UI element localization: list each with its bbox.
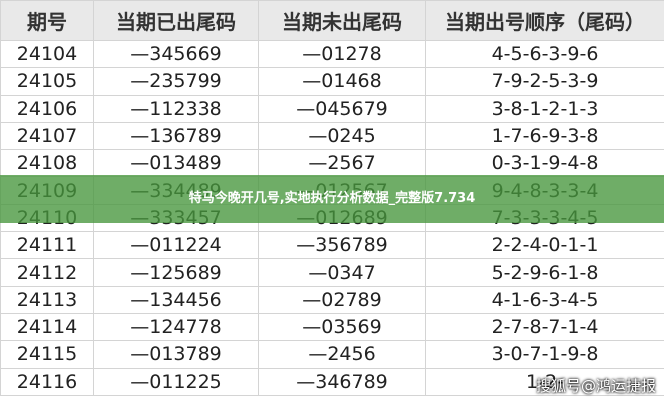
table-cell: —136789	[93, 121, 259, 151]
table-cell: 2-7-8-7-1-4	[425, 312, 664, 342]
table-cell: —02789	[258, 285, 426, 314]
table-cell: 5-2-9-6-1-8	[425, 258, 664, 287]
table-row: 24107 —136789 —0245 1-7-6-9-3-8	[0, 121, 664, 151]
table-row: 24116 —011225 —346789 1-2-	[0, 367, 664, 396]
table-cell: 24114	[0, 312, 94, 342]
table-cell: —0347	[258, 258, 426, 287]
table-cell: —0245	[258, 121, 426, 151]
table-cell: 24105	[0, 67, 94, 96]
table-cell: 24113	[0, 285, 94, 314]
table-cell: —124778	[93, 312, 259, 342]
table-row: 24114 —124778 —03569 2-7-8-7-1-4	[0, 312, 664, 342]
table-row: 24112 —125689 —0347 5-2-9-6-1-8	[0, 258, 664, 287]
table-cell: —011224	[93, 231, 259, 260]
table-cell: —2456	[258, 340, 426, 369]
table-cell: 4-5-6-3-9-6	[425, 39, 664, 69]
table-cell: 4-1-6-3-4-5	[425, 285, 664, 314]
table-row: 24105 —235799 —01468 7-9-2-5-3-9	[0, 67, 664, 96]
header-row: 期号 当期已出尾码 当期未出尾码 当期出号顺序（尾码）	[0, 0, 664, 41]
header-cell: 当期出号顺序（尾码）	[425, 0, 664, 41]
table-row: 24113 —134456 —02789 4-1-6-3-4-5	[0, 285, 664, 314]
table-cell: 1-7-6-9-3-8	[425, 121, 664, 151]
table-cell: 3-0-7-1-9-8	[425, 340, 664, 369]
header-cell: 当期已出尾码	[93, 0, 259, 41]
table-cell: —03569	[258, 312, 426, 342]
table-cell: 3-8-1-2-1-3	[425, 94, 664, 123]
banner: 特马今晚开几号,实地执行分析数据_完整版7.734	[0, 175, 664, 223]
table-cell: 1-2-	[425, 367, 664, 396]
header-cell: 期号	[0, 0, 94, 41]
header-cell: 当期未出尾码	[258, 0, 426, 41]
table-cell: —013789	[93, 340, 259, 369]
table-cell: 24112	[0, 258, 94, 287]
table-row: 24104 —345669 —01278 4-5-6-3-9-6	[0, 39, 664, 69]
table-cell: —125689	[93, 258, 259, 287]
table-cell: 24116	[0, 367, 94, 396]
table-cell: —356789	[258, 231, 426, 260]
table-cell: 24107	[0, 121, 94, 151]
table-cell: 24104	[0, 39, 94, 69]
table-cell: —235799	[93, 67, 259, 96]
table-row: 24108 —013489 —2567 0-3-1-9-4-8	[0, 149, 664, 178]
table-row: 24115 —013789 —2456 3-0-7-1-9-8	[0, 340, 664, 369]
table-cell: 24106	[0, 94, 94, 123]
table-row: 24111 —011224 —356789 2-2-4-0-1-1	[0, 231, 664, 260]
table-cell: 7-9-2-5-3-9	[425, 67, 664, 96]
watermark: 搜狐号@鸿运捷报	[535, 377, 656, 395]
table-cell: —045679	[258, 94, 426, 123]
table-cell: 0-3-1-9-4-8	[425, 149, 664, 178]
table-cell: 24108	[0, 149, 94, 178]
table-cell: —2567	[258, 149, 426, 178]
table-cell: —345669	[93, 39, 259, 69]
table-cell: —01278	[258, 39, 426, 69]
table-cell: 24111	[0, 231, 94, 260]
table-cell: 24115	[0, 340, 94, 369]
table-cell: —01468	[258, 67, 426, 96]
table-row: 24106 —112338 —045679 3-8-1-2-1-3	[0, 94, 664, 123]
table-cell: —011225	[93, 367, 259, 396]
table-cell: —134456	[93, 285, 259, 314]
table-cell: 2-2-4-0-1-1	[425, 231, 664, 260]
table-cell: —013489	[93, 149, 259, 178]
table-cell: —346789	[258, 367, 426, 396]
table-cell: —112338	[93, 94, 259, 123]
